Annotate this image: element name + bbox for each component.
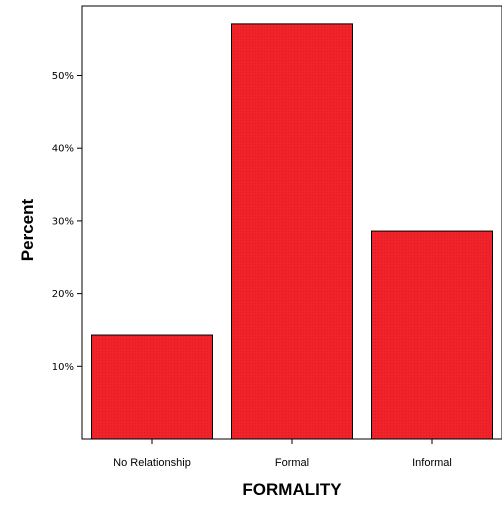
y-axis-ticks: 10% 20% 30% 40% 50% [52,71,82,373]
x-tick-label: Informal [412,457,452,469]
y-tick-label: 40% [52,144,74,155]
y-tick-label: 20% [52,289,74,300]
y-tick-label: 10% [52,362,74,373]
y-tick-label: 30% [52,216,74,227]
bar [371,230,493,440]
x-tick-label: Formal [275,457,309,469]
x-axis-tick-labels: No Relationship Formal Informal [113,439,452,469]
bar [231,23,353,440]
y-axis-title: Percent [18,198,37,261]
y-tick-label: 50% [52,71,74,82]
bar [91,334,213,440]
x-axis-title: FORMALITY [242,480,342,499]
x-tick-label: No Relationship [113,457,191,469]
